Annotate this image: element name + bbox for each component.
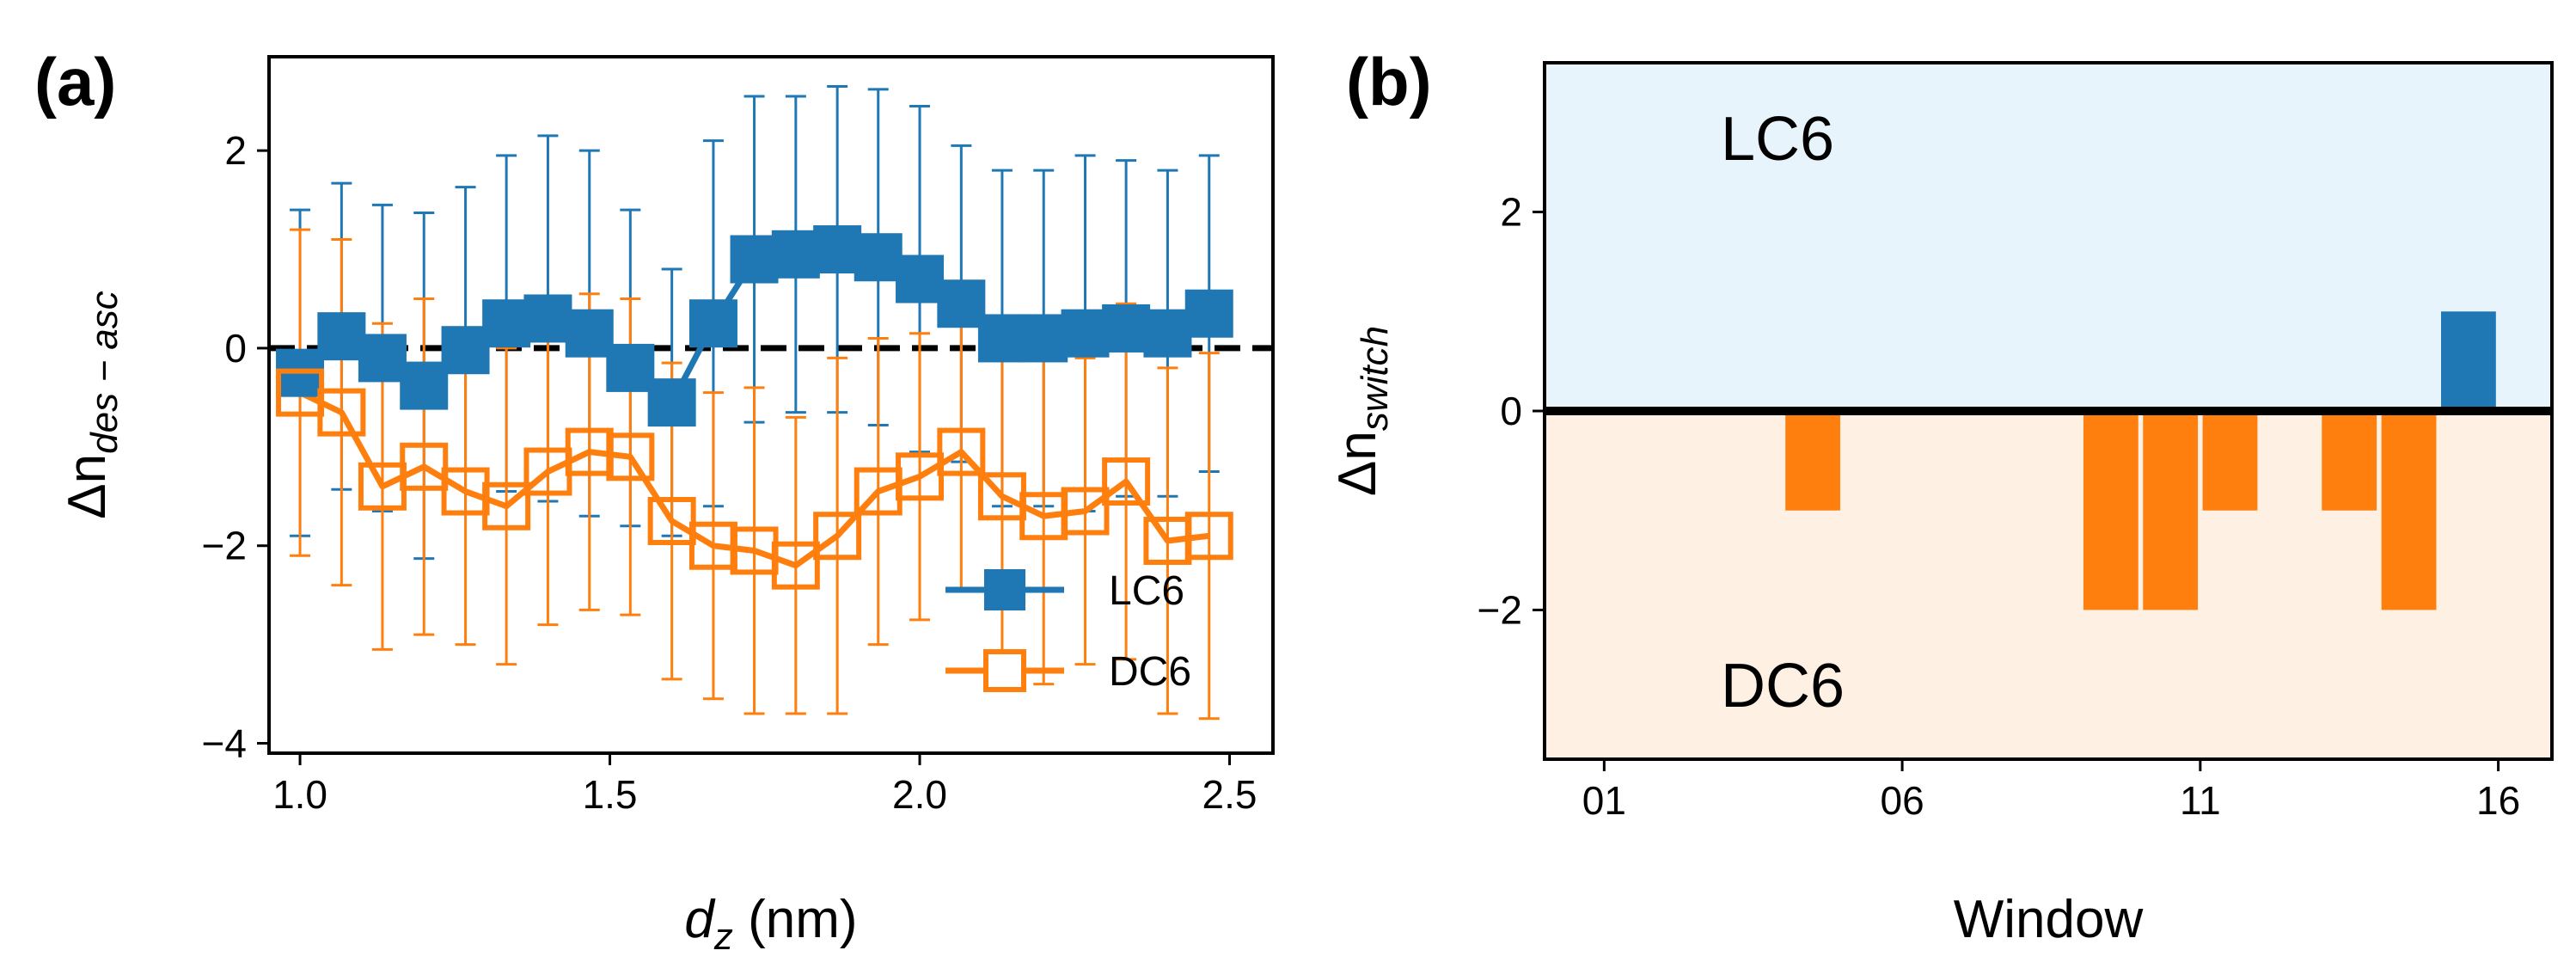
dc6-point <box>813 512 862 561</box>
lc6-point <box>1019 314 1068 363</box>
dc6-series-line <box>298 389 1210 569</box>
y-tick-label: −2 <box>202 524 247 568</box>
legend: LC6 DC6 <box>945 568 1191 695</box>
panel-a-xlabel: dz (nm) <box>684 890 857 958</box>
panel-a: (a) 1.0 1.5 2.0 2.5 20−2−4 LC6 DC6 dz (nm) … <box>34 44 1275 958</box>
panel-b-label: (b) <box>1346 44 1432 120</box>
lc6-point <box>688 299 737 348</box>
x-tick-label: 11 <box>2180 778 2221 823</box>
y-tick-label: 2 <box>224 128 247 173</box>
lc6-point <box>523 294 572 343</box>
bar-window <box>2322 411 2377 511</box>
dc6-point <box>317 388 366 437</box>
lc6-point <box>977 314 1026 363</box>
dc6-point <box>1102 457 1151 506</box>
dc6-point <box>937 427 986 476</box>
legend-lc6-marker <box>984 569 1025 610</box>
lc6-point <box>730 235 779 284</box>
panel-a-ylabel: Δndes − asc <box>58 291 125 518</box>
lc6-region <box>1545 63 2552 411</box>
lc6-point <box>647 378 696 427</box>
y-tick-label: −2 <box>1478 587 1522 632</box>
y-tick-label: 0 <box>224 326 247 371</box>
lc6-point <box>358 334 407 383</box>
lc6-point <box>1061 309 1110 358</box>
lc6-point <box>1102 304 1151 353</box>
bar-window <box>2143 411 2199 610</box>
lc6-point <box>771 230 820 279</box>
legend-dc6-marker <box>983 649 1026 692</box>
bar-window <box>2441 311 2496 411</box>
y-tick-label: 0 <box>1500 389 1522 433</box>
panel-b-ylabel: Δnswitch <box>1328 326 1396 496</box>
lc6-point <box>1184 289 1233 338</box>
dc6-region-label: DC6 <box>1721 652 1845 721</box>
lc6-point <box>1143 309 1192 358</box>
lc6-point <box>896 254 945 304</box>
bar-window <box>1785 411 1840 511</box>
lc6-region-label: LC6 <box>1721 105 1834 174</box>
dc6-point <box>1184 512 1233 561</box>
legend-dc6-label: DC6 <box>1109 649 1191 695</box>
x-tick-label: 1.5 <box>583 772 638 817</box>
lc6-point <box>854 233 903 282</box>
dc6-point <box>771 541 820 590</box>
bar-window <box>2381 411 2437 610</box>
lc6-point <box>400 361 449 410</box>
x-tick-label: 1.0 <box>272 772 327 817</box>
lc6-point <box>482 299 531 348</box>
panel-b-xlabel: Window <box>1954 890 2144 949</box>
lc6-point <box>813 225 862 274</box>
dc6-point <box>606 432 655 481</box>
lc6-point <box>937 279 986 328</box>
x-tick-label: 16 <box>2476 778 2520 823</box>
panel-b: (b) LC6 DC6 01 06 11 16 2 0 −2 Window Δnswitc… <box>1328 44 2554 949</box>
x-tick-label: 2.0 <box>892 772 947 817</box>
lc6-point <box>606 343 655 392</box>
x-tick-label: 06 <box>1881 778 1924 823</box>
dc6-point <box>1061 487 1110 536</box>
panel-a-label: (a) <box>34 44 116 120</box>
dc6-point <box>482 481 531 530</box>
lc6-point <box>441 326 490 375</box>
lc6-point <box>565 309 614 358</box>
y-tick-label: 2 <box>1500 190 1522 235</box>
legend-lc6-label: LC6 <box>1109 568 1184 614</box>
x-tick-label: 01 <box>1582 778 1626 823</box>
dc6-errbar <box>1198 352 1220 721</box>
bar-window <box>2202 411 2258 511</box>
dc6-point <box>647 497 696 545</box>
x-tick-label: 2.5 <box>1202 772 1257 817</box>
bar-window <box>2083 411 2139 610</box>
lc6-point <box>317 312 366 361</box>
y-tick-label: −4 <box>202 721 247 766</box>
dc6-point <box>896 452 945 501</box>
dc6-point <box>400 442 449 491</box>
panel-a-frame <box>267 55 1275 755</box>
